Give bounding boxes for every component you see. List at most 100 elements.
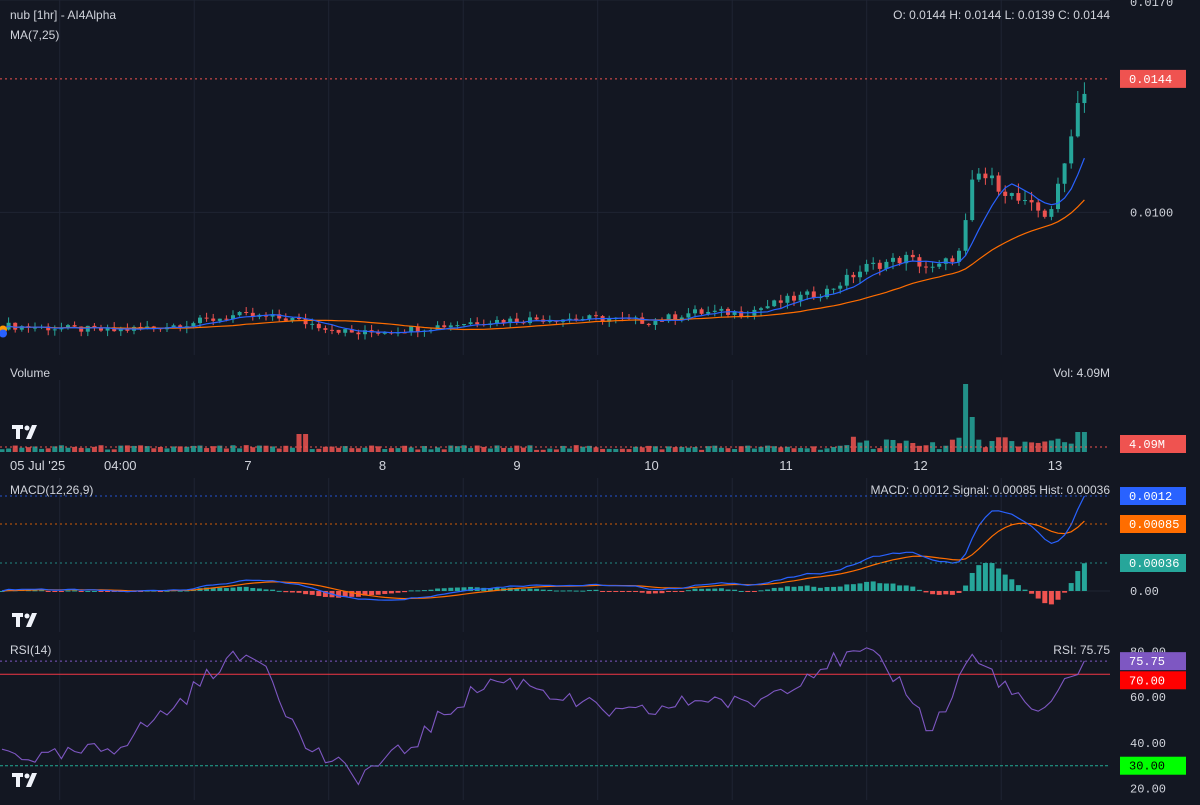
candle-body [224, 318, 229, 320]
macd-hist-bar [1055, 591, 1061, 600]
volume-bar [586, 445, 592, 452]
volume-bar [745, 445, 751, 452]
volume-bar [732, 449, 738, 452]
volume-bar [204, 448, 210, 452]
macd-hist-bar [91, 590, 97, 592]
candle-body [646, 323, 651, 325]
macd-hist-bar [520, 589, 526, 591]
macd-hist-bar [811, 586, 817, 591]
macd-hist-bar [342, 591, 348, 597]
candle-body [435, 325, 440, 330]
candle-body [151, 326, 156, 328]
volume-bar [402, 445, 408, 452]
candle-body [844, 274, 849, 286]
volume-bar [461, 445, 467, 452]
volume-bar [190, 445, 196, 452]
candle-body [739, 311, 744, 317]
volume-bar [171, 446, 177, 452]
volume-bar [956, 437, 962, 452]
volume-bar [289, 447, 295, 452]
candle-body [712, 310, 717, 312]
candle-body [930, 266, 935, 268]
volume-bar [936, 449, 942, 452]
macd-hist-bar [415, 590, 421, 592]
volume-bar [963, 384, 969, 452]
candle-body [910, 254, 915, 258]
candle-body [191, 323, 196, 327]
volume-bar [177, 446, 183, 452]
rsi-oversold-tag: 30.00 [1129, 760, 1165, 774]
macd-hist-bar [1075, 571, 1081, 591]
volume-bar [699, 449, 705, 452]
volume-bar [903, 440, 909, 452]
macd-hist-bar [45, 591, 51, 592]
volume-bar [837, 445, 843, 452]
macd-hist-bar [547, 589, 553, 591]
macd-hist-bar [745, 591, 751, 592]
candle-body [46, 326, 51, 331]
candle-body [653, 320, 658, 325]
candle-body [1029, 200, 1034, 203]
macd-hist-bar [494, 587, 500, 591]
macd-hist-bar [606, 591, 612, 592]
volume-bar [930, 442, 936, 452]
macd-hist-bar [560, 590, 566, 592]
macd-hist-bar [256, 588, 262, 591]
volume-bar [1055, 438, 1061, 452]
candle-body [785, 295, 790, 303]
volume-bar [0, 449, 5, 452]
candle-body [316, 323, 321, 329]
x-tick-label: 04:00 [104, 458, 137, 473]
volume-bar [494, 445, 500, 452]
macd-hist-bar [718, 588, 724, 591]
macd-hist-bar [408, 590, 414, 592]
volume-bar [685, 447, 691, 452]
macd-hist-bar [870, 581, 876, 591]
volume-bar [600, 448, 606, 452]
candle-body [1016, 193, 1021, 201]
macd-hist-bar [85, 590, 91, 592]
macd-tag-bg [1120, 487, 1186, 505]
candle-body [66, 325, 70, 329]
volume-bar [303, 434, 309, 452]
macd-hist-bar [864, 581, 870, 591]
volume-bar [949, 439, 955, 452]
volume-bar [105, 449, 111, 452]
y-tick-label: 60.00 [1130, 691, 1166, 705]
macd-hist-bar [619, 591, 625, 592]
macd-hist-bar [943, 591, 949, 595]
volume-bar [1002, 437, 1008, 452]
volume-bar [916, 445, 922, 452]
candle-body [1009, 193, 1014, 196]
macd-hist-bar [626, 591, 632, 592]
volume-bar [388, 448, 394, 452]
candle-body [574, 318, 579, 320]
macd-hist-bar [309, 591, 315, 595]
macd-hist-bar [468, 586, 474, 591]
macd-hist-bar [798, 586, 804, 591]
macd-hist-bar [1029, 591, 1035, 594]
volume-bar [25, 447, 31, 452]
candle-body [363, 330, 367, 335]
candle-body [884, 261, 889, 269]
x-tick-label: 10 [644, 458, 658, 473]
rsi-tag-bg [1120, 652, 1186, 671]
volume-bar [197, 445, 203, 452]
candle-body [349, 329, 354, 333]
volume-bar [375, 446, 381, 452]
volume-bar [883, 439, 889, 452]
chart-title: nub [1hr] - AI4Alpha [10, 8, 117, 22]
volume-bar [441, 449, 447, 452]
macd-hist-bar [217, 587, 223, 591]
candle-body [831, 288, 836, 290]
candle-body [673, 314, 678, 320]
macd-hist-bar [883, 583, 889, 591]
macd-hist-bar [989, 563, 995, 591]
volume-bar [111, 449, 117, 452]
candle-body [290, 317, 295, 321]
candle-body [145, 326, 150, 328]
volume-bar [32, 446, 38, 452]
macd-hist-bar [296, 591, 302, 593]
macd-hist-bar [758, 590, 764, 592]
macd-hist-bar [969, 572, 975, 591]
